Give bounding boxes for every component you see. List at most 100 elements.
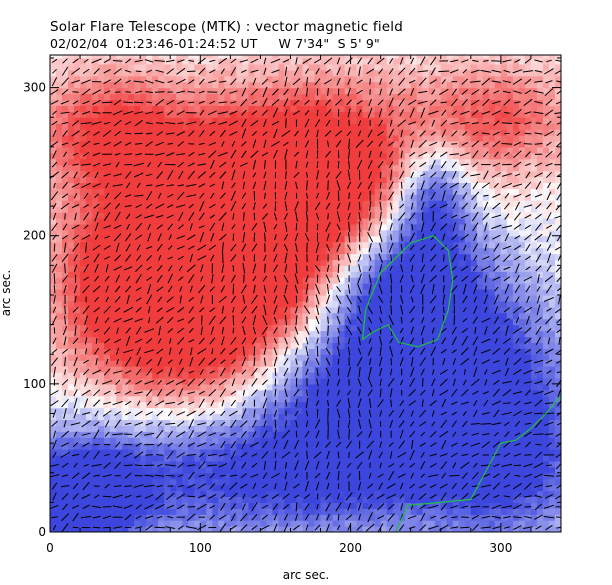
heat-cell	[218, 490, 225, 498]
heat-cell	[410, 360, 418, 367]
heat-cell	[278, 294, 286, 302]
heat-cell	[308, 223, 316, 231]
heat-cell	[278, 324, 286, 332]
heat-cell	[224, 413, 231, 421]
heat-cell	[116, 164, 123, 172]
heat-cell	[242, 271, 249, 278]
heat-cell	[338, 164, 346, 172]
heat-cell	[308, 271, 316, 278]
heat-cell	[284, 348, 292, 355]
heat-cell	[332, 443, 340, 450]
heat-cell	[170, 87, 177, 95]
heat-cell	[344, 460, 352, 468]
heat-cell	[284, 93, 292, 101]
heat-cell	[230, 75, 237, 83]
heat-cell	[74, 81, 81, 89]
heat-cell	[344, 389, 352, 397]
heat-cell	[290, 413, 298, 421]
heat-cell	[230, 520, 237, 527]
heat-cell	[416, 419, 424, 426]
heat-cell	[260, 484, 268, 492]
heat-cell	[332, 306, 340, 314]
heat-cell	[86, 318, 93, 326]
heat-cell	[314, 134, 322, 142]
heat-cell	[320, 283, 328, 290]
heat-cell	[404, 129, 412, 136]
heat-cell	[314, 217, 322, 225]
heat-cell	[332, 259, 340, 266]
heat-cell	[224, 330, 231, 338]
heat-cell	[326, 229, 334, 237]
heat-cell	[188, 520, 195, 527]
heat-cell	[278, 146, 286, 154]
heat-cell	[386, 182, 394, 189]
heat-cell	[404, 170, 412, 178]
heat-cell	[410, 526, 418, 532]
heat-cell	[104, 158, 111, 166]
heat-cell	[284, 443, 292, 450]
heat-cell	[152, 514, 159, 521]
heat-cell	[284, 271, 292, 278]
heat-cell	[392, 460, 400, 468]
heat-cell	[218, 217, 225, 225]
heat-cell	[392, 395, 400, 403]
heat-cell	[308, 508, 316, 515]
heat-cell	[104, 170, 111, 178]
heat-cell	[302, 354, 310, 361]
heat-cell	[356, 383, 364, 391]
heat-cell	[218, 383, 225, 391]
heat-cell	[242, 75, 249, 83]
heat-cell	[140, 407, 147, 415]
heat-cell	[116, 217, 123, 225]
heat-cell	[74, 57, 81, 65]
heat-cell	[152, 413, 159, 421]
heat-cell	[188, 508, 195, 515]
heat-cell	[284, 152, 292, 160]
heat-cell	[242, 348, 249, 355]
heat-cell	[260, 212, 268, 219]
heat-cell	[146, 395, 153, 403]
heat-cell	[302, 81, 310, 89]
heat-cell	[344, 425, 352, 432]
heat-cell	[74, 223, 81, 231]
heat-cell	[350, 366, 358, 373]
heat-cell	[158, 289, 165, 296]
heat-cell	[86, 508, 93, 515]
heat-cell	[410, 188, 418, 195]
heat-cell	[356, 277, 364, 284]
heat-cell	[212, 318, 219, 326]
heat-cell	[62, 247, 69, 255]
heat-cell	[230, 300, 237, 308]
heat-cell	[350, 188, 358, 195]
heat-cell	[158, 283, 165, 290]
heat-cell	[98, 484, 105, 492]
heat-cell	[320, 206, 328, 213]
heat-cell	[176, 283, 183, 290]
heat-cell	[68, 389, 75, 397]
heat-cell	[98, 247, 105, 255]
heat-cell	[272, 360, 280, 367]
heat-cell	[338, 419, 346, 426]
heat-cell	[68, 271, 75, 278]
heat-cell	[398, 117, 406, 124]
heat-cell	[350, 271, 358, 278]
heat-cell	[374, 75, 382, 83]
heat-cell	[362, 283, 370, 290]
heat-cell	[134, 170, 141, 178]
heat-cell	[278, 472, 286, 480]
heat-cell	[122, 212, 129, 219]
heat-cell	[122, 158, 129, 166]
heat-cell	[110, 490, 117, 498]
heat-cell	[116, 389, 123, 397]
heat-cell	[182, 377, 189, 385]
heat-cell	[272, 63, 280, 71]
heat-cell	[218, 330, 225, 338]
heat-cell	[182, 460, 189, 468]
heat-cell	[230, 425, 237, 432]
heat-cell	[128, 277, 135, 284]
heat-cell	[374, 111, 382, 118]
heat-cell	[296, 117, 304, 124]
heat-cell	[410, 247, 418, 255]
heat-cell	[290, 443, 298, 450]
heat-cell	[212, 152, 219, 160]
